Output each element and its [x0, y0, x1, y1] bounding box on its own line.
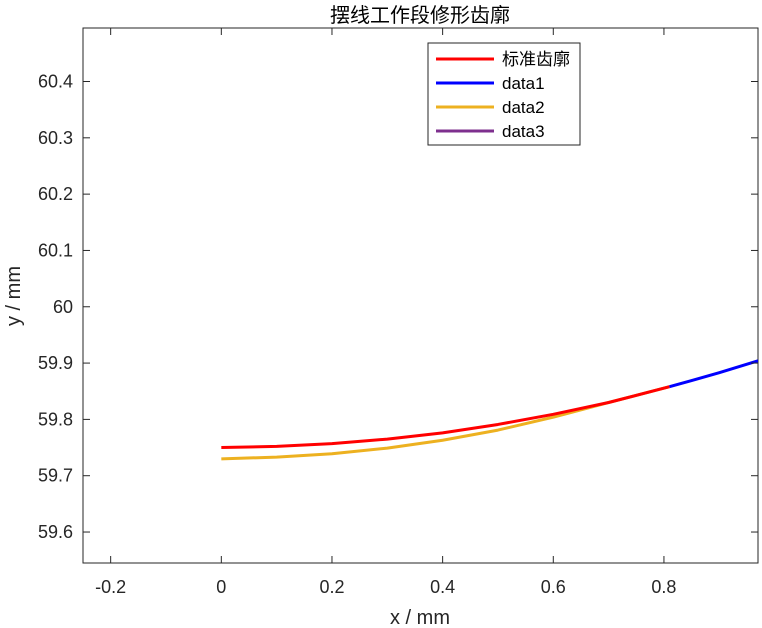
- series-line-标准齿廓: [221, 385, 670, 450]
- legend-label: data3: [502, 122, 545, 141]
- y-axis-label: y / mm: [3, 266, 25, 326]
- series-layer: [221, 359, 758, 461]
- y-tick-label: 60.1: [38, 240, 73, 260]
- y-axis: 59.6 59.7 59.8 59.9 60 60.1 60.2 60.3 60.4: [38, 72, 758, 542]
- y-tick-label: 60.3: [38, 128, 73, 148]
- x-tick-label: 0.4: [430, 577, 455, 597]
- x-tick-label: 0.2: [319, 577, 344, 597]
- y-tick-label: 60: [53, 297, 73, 317]
- legend-label: data2: [502, 98, 545, 117]
- y-tick-label: 59.7: [38, 466, 73, 486]
- x-tick-label: -0.2: [95, 577, 126, 597]
- x-tick-label: 0.8: [651, 577, 676, 597]
- legend-label: data1: [502, 74, 545, 93]
- chart-title: 摆线工作段修形齿廓: [330, 3, 510, 27]
- y-tick-label: 59.9: [38, 353, 73, 373]
- x-axis: -0.2 0 0.2 0.4 0.6 0.8: [95, 28, 676, 597]
- y-tick-label: 59.6: [38, 522, 73, 542]
- legend: 标准齿廓 data1 data2 data3: [427, 42, 581, 146]
- y-tick-label: 60.4: [38, 72, 73, 92]
- x-tick-label: 0.6: [541, 577, 566, 597]
- legend-label: 标准齿廓: [502, 50, 570, 69]
- series-line-data1: [669, 359, 758, 389]
- plot-area: [82, 27, 759, 564]
- y-tick-label: 59.8: [38, 409, 73, 429]
- x-axis-label: x / mm: [390, 607, 450, 628]
- y-tick-label: 60.2: [38, 184, 73, 204]
- x-tick-label: 0: [216, 577, 226, 597]
